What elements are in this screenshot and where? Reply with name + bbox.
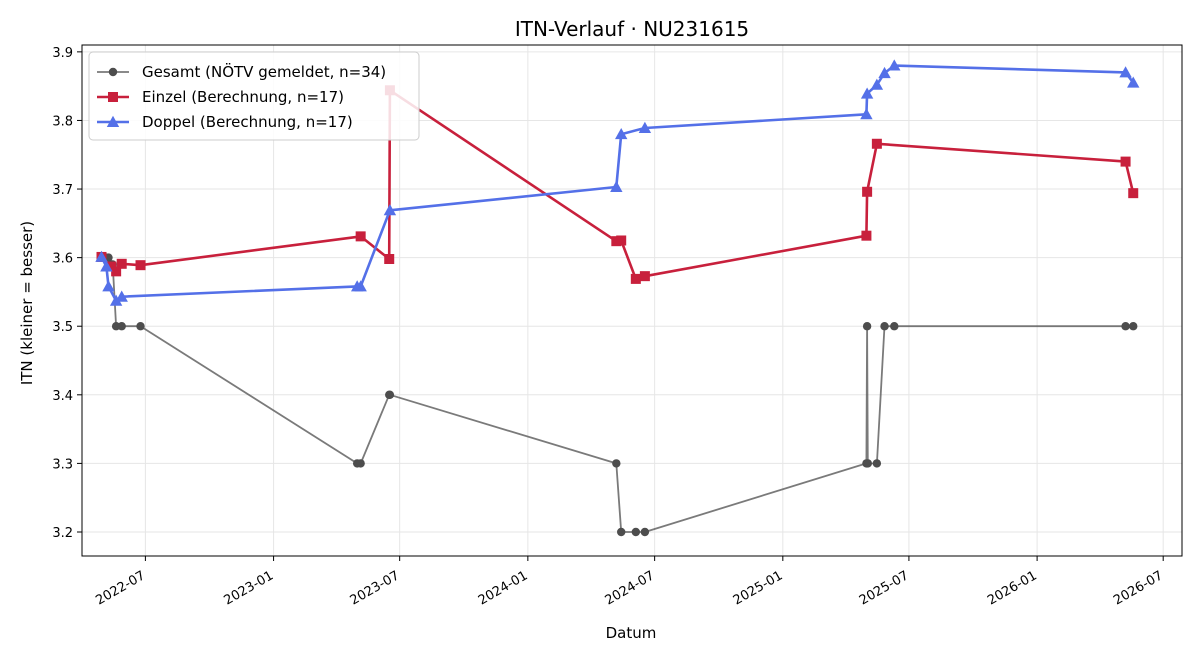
data-point (878, 66, 891, 79)
y-tick-label: 3.6 (52, 252, 73, 267)
y-tick-label: 3.7 (52, 183, 73, 198)
data-point (860, 108, 873, 120)
data-point (640, 527, 650, 537)
data-point (871, 138, 882, 149)
data-point (612, 459, 621, 468)
legend-label: Gesamt (NÖTV gemeldet, n=34) (142, 62, 386, 81)
y-tick-label: 3.9 (52, 46, 73, 61)
data-point (135, 260, 146, 271)
legend-marker (108, 67, 118, 77)
data-point (109, 294, 123, 306)
legend-box (88, 51, 420, 141)
legend-label: Doppel (Berechnung, n=17) (142, 113, 353, 131)
data-point (631, 527, 641, 537)
data-point (1127, 76, 1140, 88)
data-point (136, 322, 145, 331)
data-point (356, 459, 365, 468)
legend-label: Einzel (Berechnung, n=17) (142, 88, 344, 106)
data-point (116, 258, 127, 269)
series-triangle (95, 59, 1140, 306)
data-point (111, 266, 122, 277)
data-point (115, 290, 128, 302)
data-point (870, 78, 884, 90)
data-point (862, 322, 872, 331)
data-point (1129, 322, 1138, 331)
legend-marker (108, 92, 118, 102)
x-axis-label: Datum (606, 624, 657, 642)
y-tick-label: 3.3 (52, 457, 73, 472)
data-point (355, 231, 366, 242)
legend-entries: Gesamt (NÖTV gemeldet, n=34) Einzel (Bere… (97, 62, 386, 131)
data-point (861, 230, 872, 241)
y-tick-label: 3.4 (52, 389, 73, 404)
series-layer (95, 59, 1140, 537)
data-point (616, 235, 627, 246)
plot-frame (81, 44, 1183, 557)
data-point (385, 390, 395, 400)
data-point (383, 204, 397, 216)
data-point (888, 59, 901, 71)
data-point (880, 322, 889, 331)
data-point (630, 273, 641, 284)
data-point (1128, 188, 1139, 199)
legend-marker (106, 115, 120, 127)
data-point (872, 459, 882, 468)
y-axis-label: ITN (kleiner = besser) (18, 221, 36, 385)
data-point (863, 459, 873, 468)
chart-title: ITN-Verlauf · NU231615 (515, 17, 749, 41)
data-point (102, 280, 115, 292)
data-point (1121, 322, 1130, 331)
data-point (1119, 66, 1132, 78)
data-point (117, 322, 126, 331)
data-point (639, 271, 650, 282)
y-tick-label: 3.8 (52, 114, 73, 129)
data-point (638, 121, 652, 133)
data-point (860, 87, 874, 99)
data-point (890, 322, 899, 331)
data-point (615, 127, 628, 140)
y-tick-label: 3.2 (52, 526, 73, 541)
legend: Gesamt (NÖTV gemeldet, n=34) Einzel (Bere… (88, 51, 420, 141)
data-point (384, 254, 395, 265)
data-point (610, 180, 623, 192)
data-point (1120, 156, 1131, 167)
data-point (95, 250, 108, 262)
data-point (354, 280, 367, 292)
data-point (617, 527, 626, 537)
y-tick-label: 3.5 (52, 320, 73, 335)
data-point (862, 186, 873, 197)
data-point (100, 260, 113, 272)
